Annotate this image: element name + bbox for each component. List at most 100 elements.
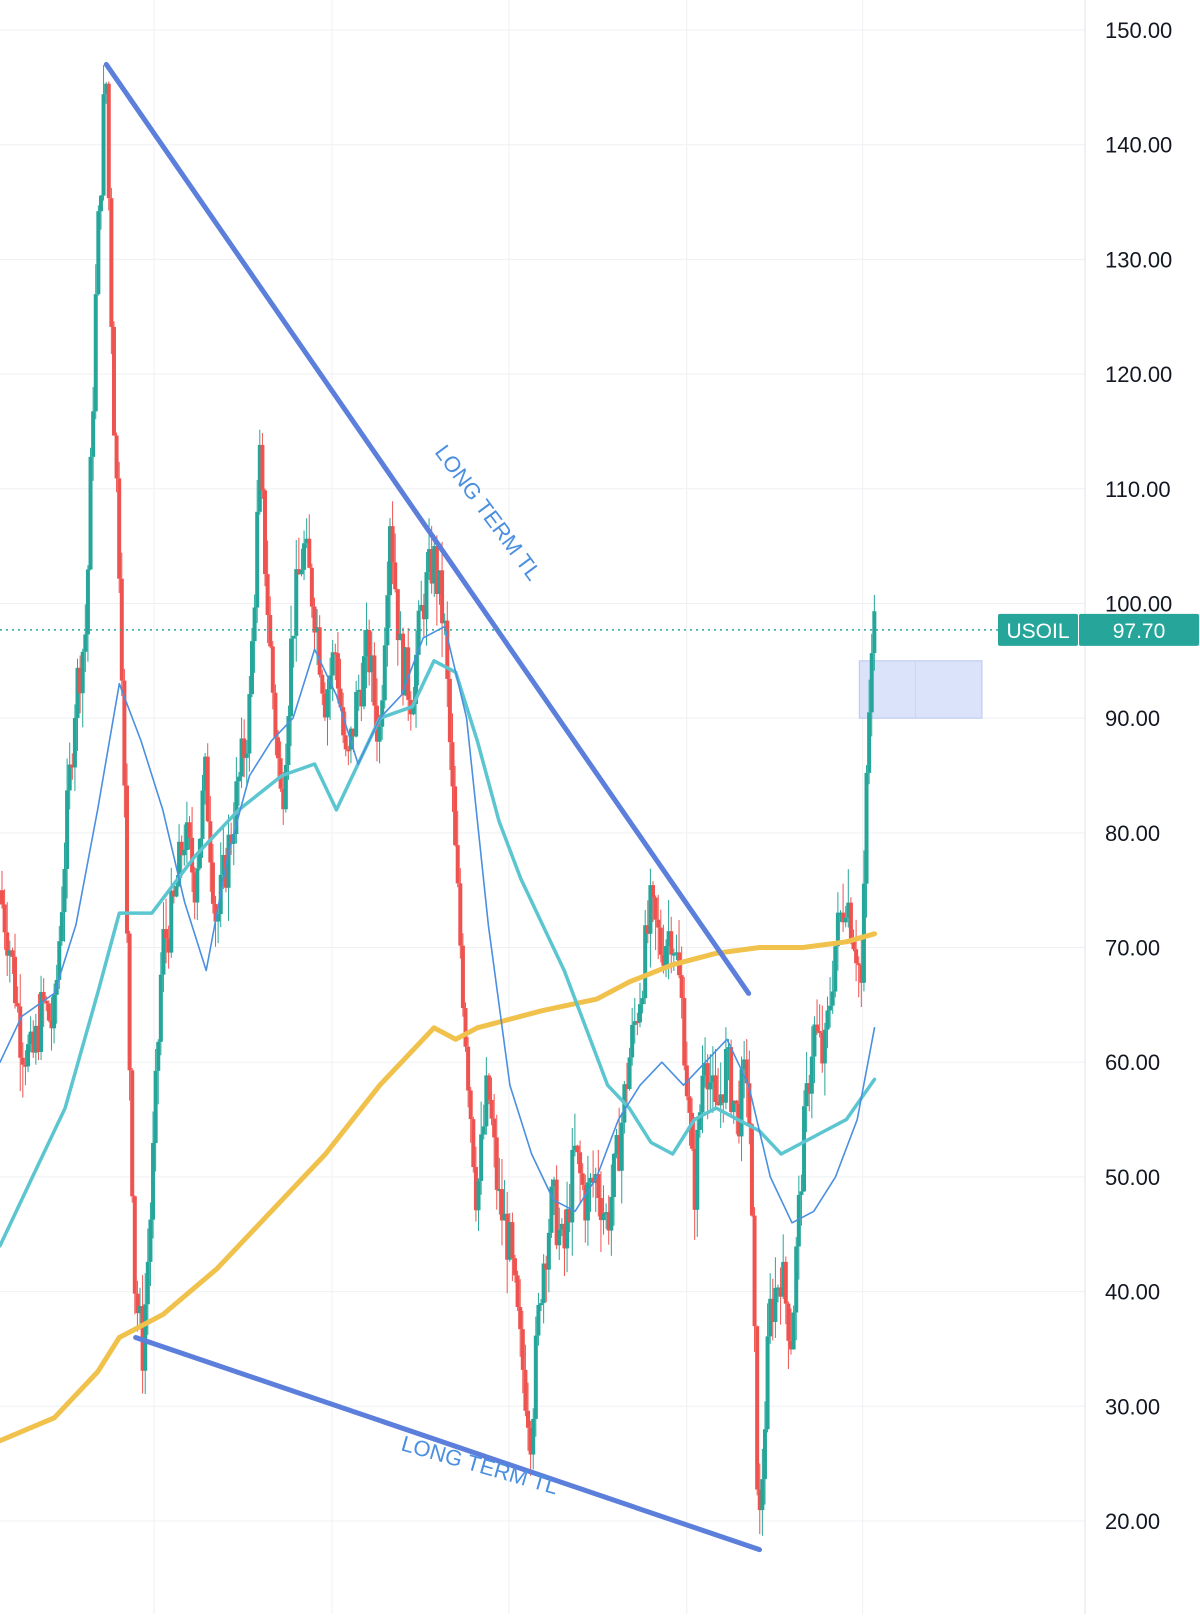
trendline-lower[interactable]	[133, 1334, 762, 1553]
candle-down	[333, 652, 338, 655]
target-zone	[858, 660, 983, 719]
candle-down	[848, 902, 853, 941]
candle-down	[401, 633, 406, 696]
candle-down	[713, 1075, 718, 1102]
candle-up	[26, 1044, 31, 1067]
candle-down	[440, 570, 445, 624]
candle-up	[549, 1186, 554, 1233]
candle-down	[171, 890, 176, 897]
candle-up	[28, 1031, 33, 1045]
candle-down	[278, 758, 283, 789]
candle-down	[820, 1032, 825, 1064]
candle-up	[75, 667, 80, 718]
y-tick-label: 100.00	[1105, 591, 1172, 616]
candle-up	[630, 1024, 635, 1058]
candle-up	[632, 1021, 637, 1025]
candle-down	[554, 1179, 559, 1246]
candle-up	[846, 902, 851, 918]
candle-down	[263, 490, 268, 575]
candle-up	[843, 917, 848, 923]
candle-up	[742, 1059, 747, 1070]
candle-up	[700, 1075, 705, 1113]
y-tick-label: 20.00	[1105, 1509, 1160, 1534]
candle-up	[143, 1304, 148, 1371]
candle-up	[356, 689, 361, 692]
candle-up	[226, 834, 231, 888]
candle-up	[552, 1179, 557, 1187]
candle-up	[354, 691, 359, 737]
candle-down	[210, 862, 215, 904]
candle-down	[268, 614, 273, 647]
symbol-label: USOIL	[1006, 620, 1069, 643]
candle-up	[762, 1429, 767, 1480]
candle-down	[591, 1177, 596, 1184]
candle-down	[187, 822, 192, 838]
candle-up	[304, 538, 309, 544]
candle-down	[130, 1070, 135, 1197]
candle-up	[812, 1024, 817, 1057]
candle-up	[184, 822, 189, 851]
candle-down	[466, 1046, 471, 1091]
candle-up	[419, 604, 424, 611]
candle-up	[671, 953, 676, 956]
candle-up	[640, 998, 645, 1005]
candle-down	[5, 932, 10, 956]
candle-down	[562, 1223, 567, 1249]
candle-down	[445, 620, 450, 679]
candle-down	[755, 1326, 760, 1490]
candle-up	[153, 1070, 158, 1144]
candle-down	[320, 674, 325, 694]
candle-down	[192, 872, 197, 903]
y-tick-label: 140.00	[1105, 133, 1172, 158]
candle-up	[601, 1213, 606, 1221]
candle-down	[492, 1118, 497, 1138]
candle-down	[658, 927, 663, 955]
candle-down	[114, 435, 119, 479]
candle-up	[627, 1057, 632, 1089]
candle-down	[807, 1083, 812, 1094]
candle-down	[127, 933, 132, 1071]
y-tick-label: 90.00	[1105, 706, 1160, 731]
candle-up	[203, 756, 208, 791]
candle-up	[291, 635, 296, 639]
candle-down	[596, 1174, 601, 1199]
candle-down	[624, 1084, 629, 1089]
candle-up	[697, 1112, 702, 1130]
candle-down	[721, 1094, 726, 1103]
candle-down	[510, 1222, 515, 1259]
candle-up	[833, 946, 838, 992]
trendline-upper[interactable]	[103, 61, 752, 996]
candle-up	[791, 1312, 796, 1350]
candle-up	[572, 1145, 577, 1150]
candle-up	[708, 1082, 713, 1090]
candle-down	[117, 478, 122, 579]
candle-up	[234, 781, 239, 835]
candle-down	[447, 678, 452, 743]
candle-down	[778, 1287, 783, 1297]
candle-up	[158, 974, 163, 1042]
candle-up	[361, 656, 366, 707]
candle-down	[575, 1145, 580, 1153]
candle-up	[828, 1005, 833, 1011]
candle-up	[484, 1075, 489, 1127]
candle-up	[244, 753, 249, 758]
candle-down	[309, 567, 314, 607]
candle-up	[614, 1135, 619, 1155]
candle-down	[36, 1025, 41, 1052]
y-tick-label: 110.00	[1105, 477, 1171, 502]
candle-up	[148, 1219, 153, 1262]
candle-up	[867, 712, 872, 773]
candle-down	[111, 326, 116, 436]
candle-down	[744, 1059, 749, 1084]
candle-down	[854, 949, 859, 964]
candle-down	[179, 841, 184, 856]
candle-down	[734, 1100, 739, 1104]
candle-down	[260, 444, 265, 491]
last-price-label: 97.70	[1113, 620, 1166, 643]
candle-down	[489, 1099, 494, 1119]
candle-up	[403, 647, 408, 696]
candle-down	[132, 1196, 137, 1294]
candle-down	[583, 1184, 588, 1221]
